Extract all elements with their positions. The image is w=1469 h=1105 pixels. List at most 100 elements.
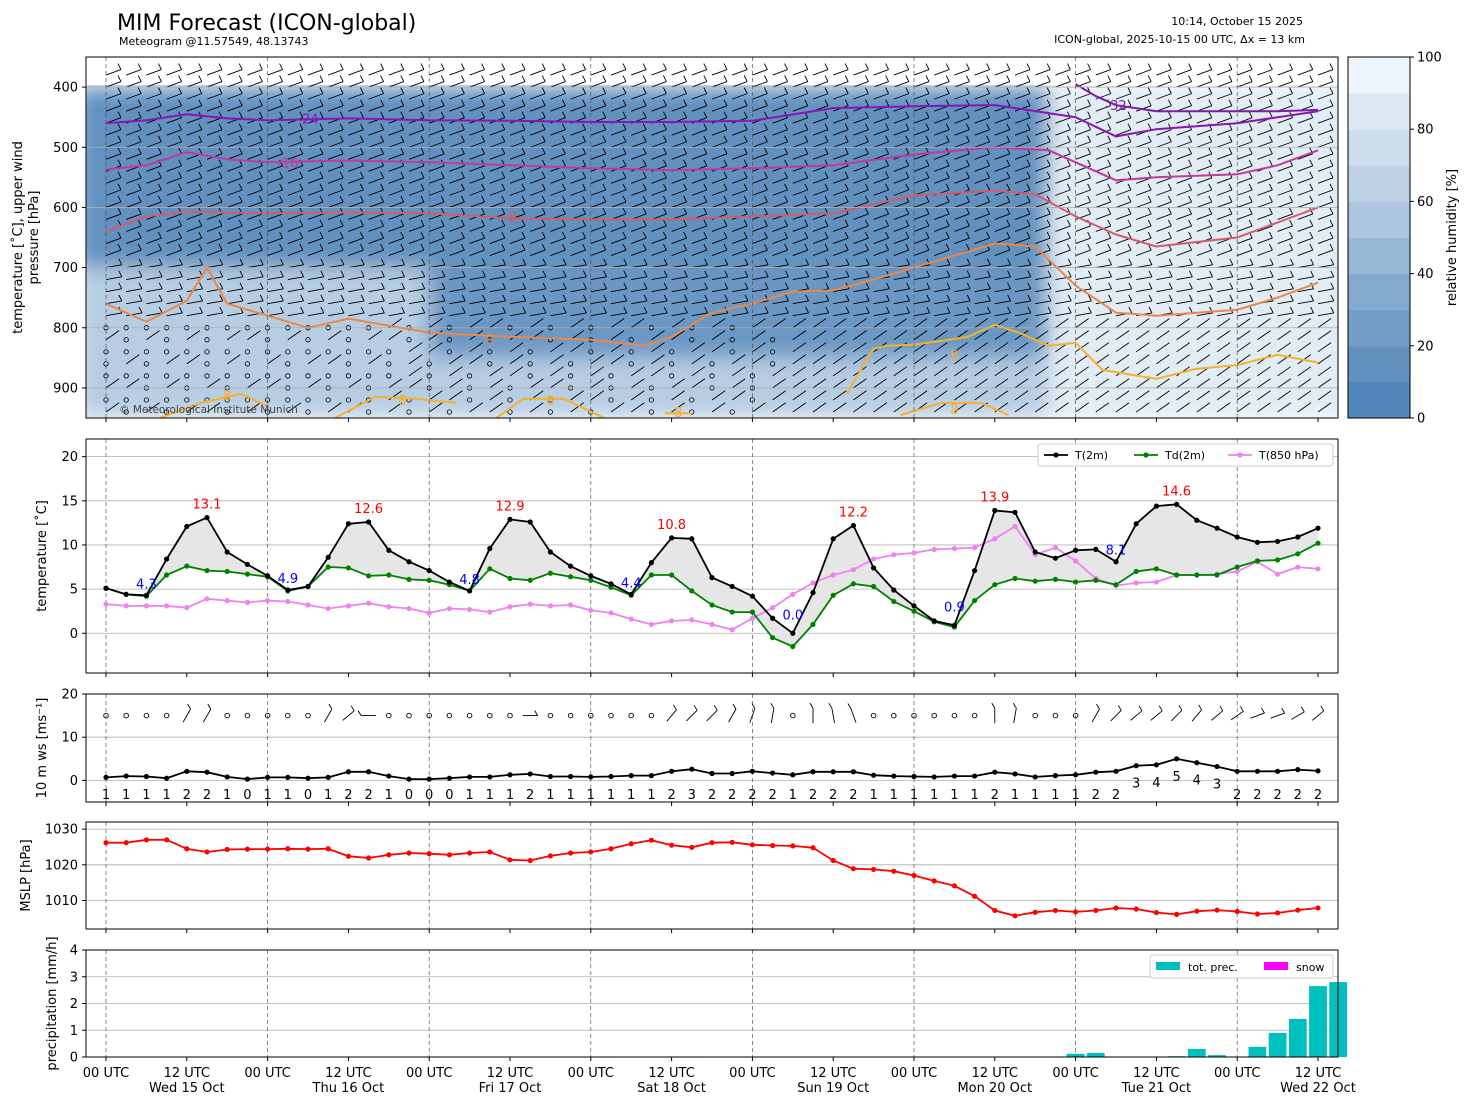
wind-barb	[126, 171, 142, 184]
wind-speed-point	[507, 772, 513, 778]
wind-barb	[954, 171, 970, 184]
wind-speed-point	[891, 773, 897, 779]
wind-barb	[166, 87, 183, 100]
wind-barb	[1135, 330, 1150, 341]
rh-regions	[86, 87, 1338, 418]
series-point	[770, 605, 776, 611]
wind-barb	[267, 282, 284, 293]
wind-barb	[934, 282, 951, 293]
wind-barb	[368, 270, 385, 281]
wind-barb	[469, 123, 486, 136]
wind-barb	[1317, 330, 1332, 341]
wind-barb	[509, 243, 526, 256]
mslp-point	[1315, 905, 1321, 911]
wind-barb	[974, 171, 991, 184]
wind-barb	[792, 219, 809, 232]
isotherm-label: -8	[504, 210, 517, 225]
wind-speed-value: 1	[970, 788, 978, 803]
wind-barb	[792, 258, 810, 269]
wind-speed-point	[1113, 768, 1119, 774]
wind-barb	[772, 243, 789, 256]
wind-barb	[893, 294, 911, 305]
wind-barb	[1075, 243, 1092, 256]
isotherm-label: 8	[950, 403, 958, 418]
wind-barb	[429, 243, 445, 256]
wind-barb	[368, 75, 385, 88]
wind-barb	[954, 207, 970, 220]
wind-barb	[1277, 171, 1294, 184]
wind-barb	[388, 270, 406, 281]
mslp-point	[830, 857, 836, 864]
wind-barb	[1156, 282, 1173, 293]
series-point	[406, 559, 412, 565]
wind-speed-point	[1194, 760, 1200, 766]
series-point	[244, 599, 250, 605]
series-point	[1214, 572, 1220, 578]
wind-barb	[954, 195, 970, 208]
series-point	[729, 583, 735, 590]
wind-barb	[1257, 282, 1274, 293]
wind-barb	[1115, 342, 1130, 353]
wind-barb	[994, 123, 1011, 136]
wind-barb	[590, 354, 605, 365]
wind-barb	[227, 243, 243, 256]
wind-barb	[752, 63, 768, 76]
wind-barb	[651, 171, 667, 184]
wind-barb	[873, 147, 890, 160]
wind-barb	[610, 75, 627, 88]
wind-barb	[974, 231, 991, 244]
wind-barb	[449, 390, 463, 401]
wind-barb	[1317, 207, 1334, 220]
wind-barb	[186, 123, 203, 136]
wind-barb	[1317, 219, 1334, 232]
series-point	[184, 523, 190, 530]
isotherm-label: -16	[277, 156, 298, 171]
wind-barb	[206, 219, 223, 232]
wind-barb	[1156, 147, 1172, 160]
wind-barb	[206, 63, 223, 76]
wind-barb	[1196, 282, 1214, 293]
wind-barb	[408, 75, 425, 88]
wind-barb	[1237, 195, 1253, 208]
max-temp-label: 13.1	[193, 498, 222, 513]
mslp-point	[951, 883, 958, 889]
wind-barb	[853, 135, 869, 148]
wind-speed-point	[749, 768, 756, 774]
wind-barb	[812, 183, 829, 196]
wind-barb	[489, 294, 507, 305]
wind-barb	[933, 318, 948, 329]
wind-barb	[1237, 258, 1254, 269]
wind-barb	[202, 703, 212, 723]
wind-barb	[1216, 270, 1234, 281]
wind-barb	[893, 258, 911, 269]
wind-barb	[1176, 342, 1190, 353]
precip-y-tick-label: 3	[70, 970, 78, 985]
wind-speed-value: 2	[203, 788, 211, 803]
series-point	[790, 591, 796, 598]
wind-barb	[509, 270, 527, 281]
series-point	[1234, 568, 1240, 575]
calm-wind-circle	[305, 397, 311, 403]
series-point	[1214, 525, 1220, 531]
wind-barb	[429, 183, 445, 196]
wind-barb	[570, 231, 587, 244]
wind-barb	[933, 342, 948, 353]
wind-barb	[671, 270, 688, 281]
mslp-point	[628, 841, 634, 847]
calm-wind-circle	[305, 349, 311, 355]
wind-barb	[731, 354, 746, 365]
wind-barb	[287, 402, 302, 413]
wind-barb	[105, 63, 122, 76]
wind-barb	[267, 63, 284, 76]
series-point	[1133, 580, 1139, 586]
wind-barb	[933, 366, 948, 377]
wind-barb	[429, 147, 445, 160]
wind-speed-value: 1	[1071, 788, 1079, 803]
wind-speed-point	[1052, 773, 1058, 779]
calm-wind-circle	[143, 397, 149, 403]
wind-barb	[529, 378, 544, 389]
wind-barb	[166, 354, 180, 365]
colorbar-step	[1348, 129, 1410, 166]
isotherm-line	[495, 397, 605, 418]
